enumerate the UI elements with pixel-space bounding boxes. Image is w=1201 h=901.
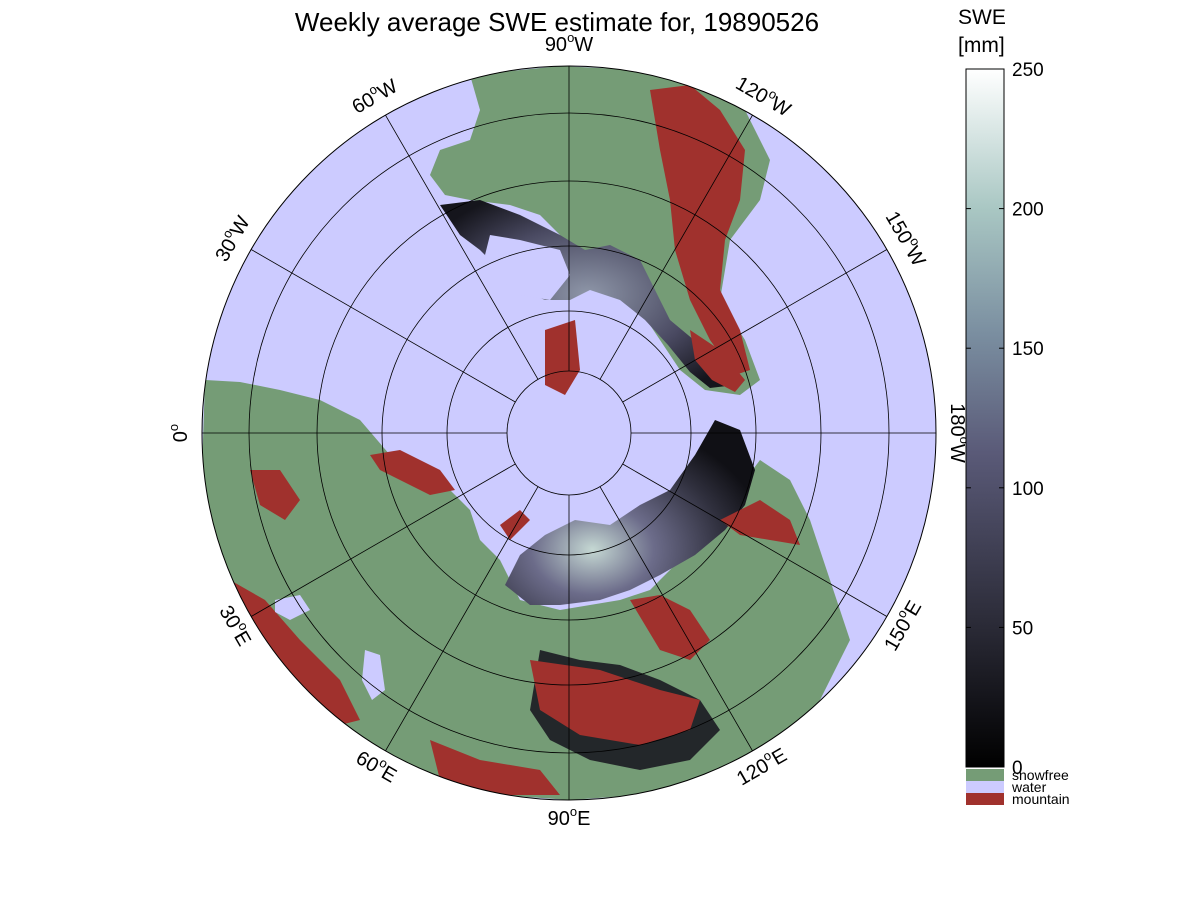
legend-label-mountain: mountain — [1012, 791, 1070, 807]
snow-region-siberia — [505, 420, 755, 605]
polar-map — [202, 66, 936, 800]
hudson-bay — [485, 235, 570, 300]
legend-label-snowfree: snowfree — [1012, 767, 1069, 783]
longitude-label: 0o — [166, 424, 192, 442]
legend-swatch-water — [966, 781, 1004, 793]
longitude-label: 180oW — [946, 403, 972, 463]
caspian-sea — [362, 650, 385, 700]
longitude-line — [250, 463, 516, 617]
legend-swatch-snowfree — [966, 769, 1004, 781]
colorbar-tick-label: 250 — [1012, 60, 1044, 81]
colorbar-label-line2: [mm] — [958, 34, 1005, 57]
colorbar-tick-label: 50 — [1012, 618, 1033, 639]
longitude-line — [622, 249, 888, 403]
longitude-label: 90oW — [545, 30, 593, 56]
colorbar: SWE [mm] 0 50 100 150 200 250 snowfreewatermo… — [958, 6, 1070, 807]
longitude-line — [385, 486, 539, 752]
longitude-line — [385, 114, 539, 380]
colorbar-label-line1: SWE — [958, 6, 1006, 29]
colorbar-ticks: 0 50 100 150 200 250 — [966, 60, 1044, 779]
colorbar-tick-label: 150 — [1012, 339, 1044, 360]
graticule — [202, 66, 936, 800]
mountain-regions — [230, 85, 800, 795]
longitude-line — [599, 486, 753, 752]
longitude-label: 90oE — [548, 804, 591, 830]
longitude-line — [599, 114, 753, 380]
map-title: Weekly average SWE estimate for, 1989052… — [295, 7, 819, 37]
black-sea — [275, 595, 310, 620]
colorbar-tick-label: 200 — [1012, 200, 1044, 221]
longitude-line — [622, 463, 888, 617]
colorbar-tick-label: 100 — [1012, 479, 1044, 500]
map-border — [201, 65, 937, 801]
colorbar-gradient — [965, 68, 1005, 768]
longitude-line — [250, 249, 516, 403]
colorbar-tick-label: 0 — [1012, 758, 1023, 779]
legend-swatch-mountain — [966, 793, 1004, 805]
legend-label-water: water — [1011, 779, 1047, 795]
